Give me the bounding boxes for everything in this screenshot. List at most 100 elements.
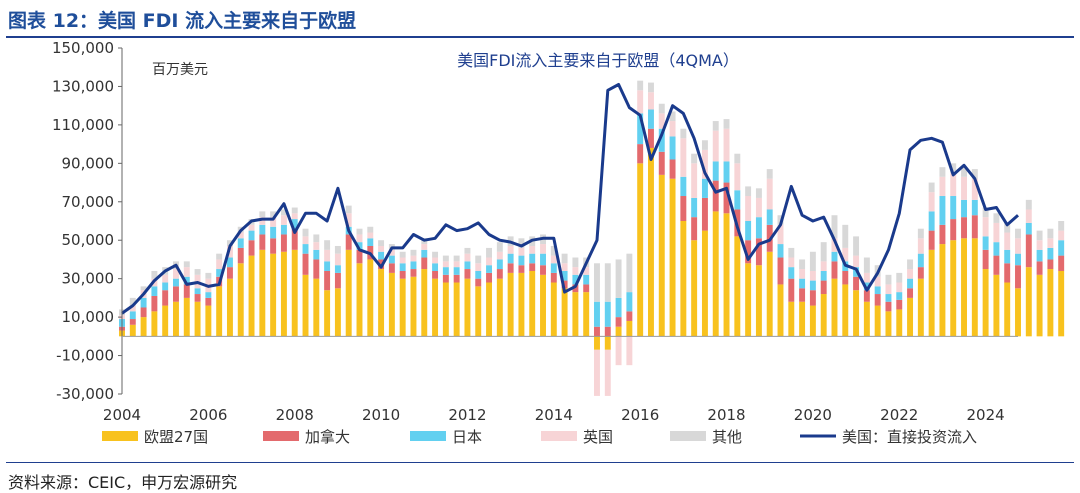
y-tick-label: 50,000: [62, 231, 115, 249]
bar-欧盟27国: [129, 324, 136, 337]
bar-英国: [550, 255, 557, 264]
bar-英国: [939, 176, 946, 197]
bar-欧盟27国: [626, 320, 633, 337]
bars-layer: [119, 80, 1065, 396]
bar-英国: [896, 282, 903, 293]
bar-加拿大: [982, 249, 989, 270]
x-tick-label: 2020: [794, 406, 832, 424]
bar-欧盟27国: [378, 269, 385, 337]
bar-其他: [291, 207, 298, 214]
bar-英国: [572, 267, 579, 275]
bar-欧盟27国: [950, 240, 957, 337]
bar-英国: [626, 336, 633, 366]
bar-英国: [540, 244, 546, 254]
bar-日本: [248, 230, 255, 241]
bar-加拿大: [237, 247, 244, 264]
bar-日本: [971, 199, 978, 216]
bar-日本: [442, 267, 449, 275]
bar-欧盟27国: [464, 278, 471, 337]
bar-日本: [205, 292, 212, 298]
bar-加拿大: [572, 284, 579, 293]
bar-其他: [432, 251, 439, 258]
bar-欧盟27国: [453, 282, 460, 337]
legend-swatch: [541, 431, 577, 441]
bar-加拿大: [745, 240, 752, 264]
bar-其他: [334, 245, 341, 254]
bar-加拿大: [486, 272, 493, 283]
unit-label: 百万美元: [152, 62, 208, 78]
bar-日本: [820, 270, 827, 281]
bar-加拿大: [194, 294, 201, 302]
bar-英国: [442, 261, 449, 268]
bar-其他: [453, 255, 460, 262]
bar-英国: [1025, 209, 1032, 223]
bar-日本: [1015, 253, 1021, 266]
bar-加拿大: [345, 234, 352, 250]
bar-日本: [313, 249, 320, 260]
bar-欧盟27国: [1058, 270, 1065, 337]
bar-日本: [939, 196, 946, 225]
bar-英国: [637, 90, 644, 114]
bar-加拿大: [1058, 255, 1065, 271]
bar-加拿大: [615, 317, 622, 327]
bar-加拿大: [658, 151, 665, 175]
legend-swatch: [670, 431, 706, 441]
bar-欧盟27国: [799, 301, 806, 337]
bar-其他: [831, 215, 838, 239]
bar-欧盟27国: [421, 269, 428, 337]
bar-欧盟27国: [691, 240, 698, 337]
bar-加拿大: [464, 269, 471, 279]
bar-加拿大: [896, 299, 903, 310]
bar-其他: [615, 259, 622, 298]
bar-其他: [302, 228, 309, 237]
legend-label: 日本: [452, 428, 482, 446]
bar-英国: [259, 217, 266, 225]
bar-加拿大: [971, 215, 978, 239]
bar-欧盟27国: [637, 163, 644, 337]
bar-其他: [896, 272, 903, 283]
bar-欧盟27国: [302, 274, 309, 337]
bar-英国: [496, 251, 503, 260]
bar-其他: [669, 111, 676, 122]
bar-英国: [863, 272, 870, 283]
bar-欧盟27国: [820, 294, 827, 337]
bar-其他: [928, 182, 935, 193]
bar-欧盟27国: [367, 259, 374, 337]
bar-加拿大: [356, 249, 363, 264]
bar-欧盟27国: [291, 249, 298, 337]
bar-英国: [453, 261, 460, 268]
bar-英国: [399, 257, 406, 264]
bar-英国: [162, 274, 169, 283]
bar-日本: [766, 209, 773, 225]
bar-加拿大: [432, 270, 439, 279]
bar-日本: [874, 286, 881, 295]
bar-加拿大: [647, 128, 654, 148]
bar-欧盟27国: [388, 272, 395, 337]
bar-加拿大: [583, 284, 590, 293]
bar-欧盟27国: [205, 305, 212, 337]
bar-加拿大: [1025, 234, 1032, 268]
bar-日本: [691, 197, 698, 218]
bar-加拿大: [917, 267, 924, 279]
bar-英国: [809, 270, 816, 281]
bar-日本: [863, 282, 870, 291]
bar-加拿大: [162, 290, 169, 306]
bar-其他: [993, 213, 1000, 223]
x-tick-label: 2016: [621, 406, 659, 424]
bar-其他: [691, 153, 698, 164]
bar-英国: [917, 238, 924, 254]
bar-其他: [550, 245, 557, 256]
bar-欧盟27国: [917, 278, 924, 337]
y-tick-label: 90,000: [62, 154, 115, 172]
bar-英国: [183, 267, 190, 277]
bar-其他: [367, 226, 374, 233]
bar-其他: [151, 270, 158, 279]
bar-日本: [334, 265, 341, 273]
y-tick-label: -10,000: [56, 347, 114, 365]
bar-欧盟27国: [518, 272, 525, 337]
bar-英国: [777, 224, 784, 245]
bar-欧盟27国: [226, 278, 233, 337]
bar-日本: [259, 224, 266, 235]
bar-其他: [1004, 222, 1011, 233]
bar-其他: [1058, 221, 1065, 231]
